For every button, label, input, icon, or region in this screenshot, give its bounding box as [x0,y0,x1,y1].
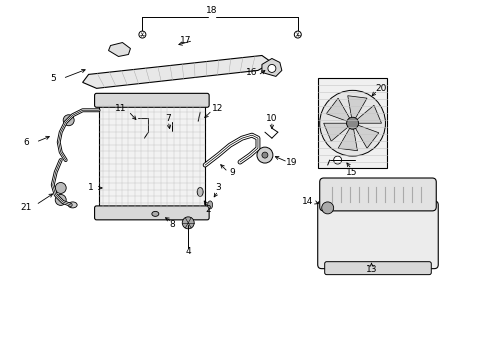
Text: 19: 19 [286,158,297,167]
Ellipse shape [152,211,159,216]
FancyBboxPatch shape [318,201,438,269]
Circle shape [55,183,66,193]
Polygon shape [108,42,130,57]
Text: 16: 16 [246,68,258,77]
Text: 5: 5 [50,74,56,83]
Polygon shape [98,105,205,208]
Circle shape [319,90,386,156]
Text: 3: 3 [215,184,221,193]
Text: 20: 20 [376,84,387,93]
Text: 9: 9 [229,167,235,176]
Text: 8: 8 [170,220,175,229]
FancyBboxPatch shape [319,178,436,211]
Text: 13: 13 [366,265,377,274]
Ellipse shape [167,131,177,145]
Text: 10: 10 [266,114,278,123]
Polygon shape [326,98,349,121]
Circle shape [257,147,273,163]
Text: 11: 11 [115,104,126,113]
Circle shape [63,115,74,126]
Text: 15: 15 [346,167,357,176]
Circle shape [268,64,276,72]
Ellipse shape [194,121,202,135]
Ellipse shape [208,201,213,209]
Text: 12: 12 [213,104,224,113]
Polygon shape [348,96,367,118]
Polygon shape [357,105,382,123]
Text: 21: 21 [20,203,31,212]
Polygon shape [83,55,272,88]
Text: 14: 14 [302,197,314,206]
Circle shape [55,194,66,206]
Circle shape [346,117,359,129]
Text: 17: 17 [179,36,191,45]
Circle shape [139,31,146,38]
FancyBboxPatch shape [95,206,209,220]
FancyBboxPatch shape [95,93,209,107]
Text: 4: 4 [185,247,191,256]
Text: 2: 2 [205,206,211,215]
Text: 1: 1 [88,184,94,193]
Ellipse shape [197,188,203,197]
Polygon shape [324,123,348,141]
Circle shape [182,217,194,229]
Polygon shape [356,125,379,148]
Text: 18: 18 [206,6,218,15]
Polygon shape [318,78,388,168]
Circle shape [262,152,268,158]
Circle shape [334,156,342,164]
Polygon shape [338,129,357,151]
Circle shape [322,202,334,214]
FancyBboxPatch shape [325,262,431,275]
Text: 7: 7 [166,114,171,123]
Circle shape [294,31,301,38]
Text: 6: 6 [23,138,29,147]
Ellipse shape [68,202,77,208]
Polygon shape [262,58,282,76]
